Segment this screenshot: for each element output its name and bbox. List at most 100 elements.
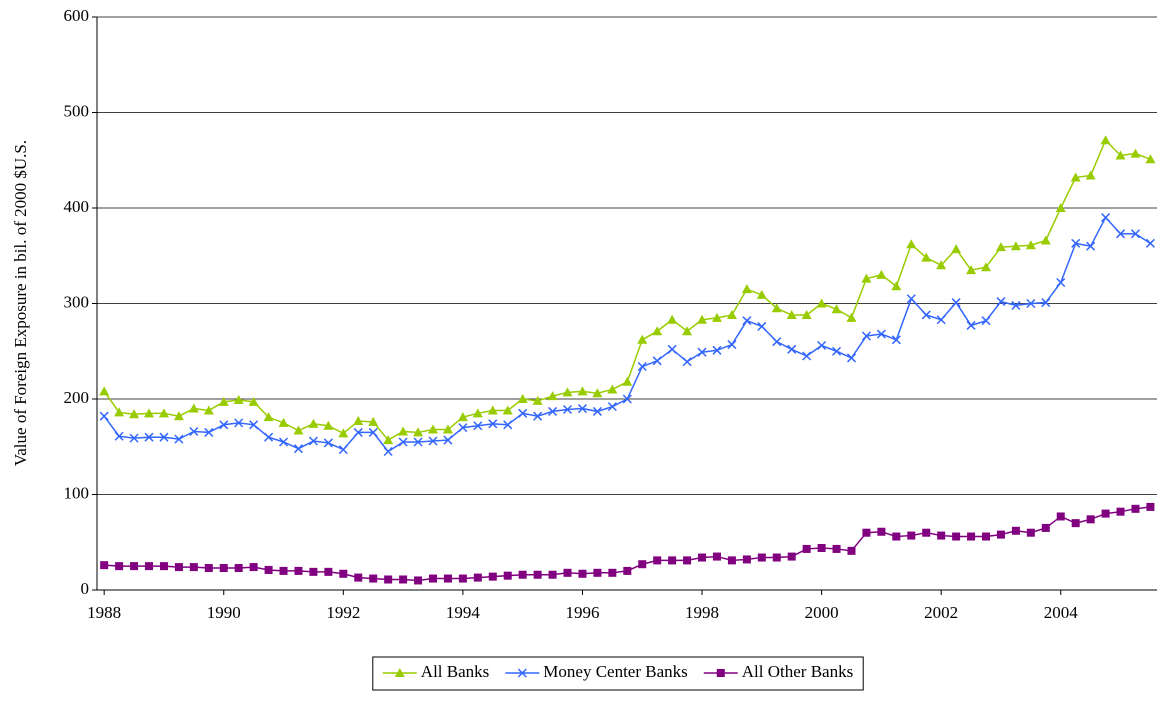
marker xyxy=(1116,507,1125,516)
marker xyxy=(398,426,409,436)
marker xyxy=(716,669,725,677)
marker xyxy=(114,407,125,417)
marker xyxy=(668,556,677,565)
marker xyxy=(891,281,902,291)
marker xyxy=(99,386,110,396)
marker xyxy=(801,309,812,319)
marker xyxy=(532,395,543,405)
marker xyxy=(188,403,199,413)
marker xyxy=(772,337,782,347)
marker xyxy=(443,435,453,445)
marker xyxy=(1041,298,1051,308)
marker xyxy=(622,394,632,404)
marker xyxy=(936,315,946,325)
marker xyxy=(1071,238,1081,248)
marker xyxy=(369,574,378,583)
marker xyxy=(1131,504,1140,513)
marker xyxy=(488,419,498,429)
x-tick-label: 1990 xyxy=(207,603,241,622)
marker xyxy=(234,564,243,573)
marker xyxy=(383,435,394,445)
marker xyxy=(921,252,932,262)
marker xyxy=(577,404,587,414)
legend-label: All Banks xyxy=(421,662,489,681)
marker xyxy=(219,564,228,573)
marker xyxy=(1130,229,1141,239)
marker xyxy=(413,437,423,447)
marker xyxy=(757,321,767,331)
x-tick-label: 1992 xyxy=(326,603,360,622)
marker xyxy=(712,345,722,355)
marker xyxy=(771,303,782,313)
marker xyxy=(548,406,558,416)
marker xyxy=(473,421,483,431)
series-line xyxy=(103,216,1151,453)
marker xyxy=(847,546,856,555)
legend-label: All Other Banks xyxy=(742,662,853,681)
marker xyxy=(711,312,722,322)
marker xyxy=(861,331,871,341)
marker xyxy=(502,405,513,415)
marker xyxy=(503,420,513,430)
marker xyxy=(982,532,991,541)
marker xyxy=(488,572,497,581)
marker xyxy=(1026,298,1036,309)
marker xyxy=(130,562,139,571)
legend: All Banks Money Center Banks All Other Ban… xyxy=(372,656,864,691)
marker xyxy=(1040,235,1051,245)
marker xyxy=(1100,135,1111,145)
marker xyxy=(592,406,602,416)
marker xyxy=(323,420,334,430)
x-tick-label: 2002 xyxy=(924,603,958,622)
marker xyxy=(443,574,452,583)
marker xyxy=(144,408,155,418)
marker xyxy=(189,426,199,437)
marker xyxy=(832,346,842,356)
marker xyxy=(622,376,633,386)
marker xyxy=(219,420,229,430)
marker xyxy=(428,574,437,583)
marker xyxy=(159,432,169,442)
marker xyxy=(995,242,1006,252)
marker xyxy=(907,531,916,540)
marker xyxy=(846,312,857,322)
marker xyxy=(159,562,168,571)
marker xyxy=(1070,172,1081,182)
marker xyxy=(592,388,603,398)
y-axis-label: Value of Foreign Exposure in bil. of 200… xyxy=(11,140,30,466)
marker xyxy=(937,531,946,540)
marker xyxy=(1101,509,1110,518)
marker xyxy=(593,568,602,577)
marker xyxy=(652,356,662,366)
marker xyxy=(1055,203,1066,212)
marker xyxy=(682,326,693,336)
marker xyxy=(981,262,992,272)
marker xyxy=(653,556,662,565)
marker xyxy=(1026,528,1035,537)
marker xyxy=(248,396,259,406)
marker xyxy=(996,530,1005,539)
marker xyxy=(533,570,542,579)
marker xyxy=(145,562,154,571)
marker xyxy=(353,415,364,425)
marker xyxy=(862,528,871,537)
marker xyxy=(293,425,304,435)
marker xyxy=(323,438,333,448)
marker xyxy=(936,260,947,270)
x-tick-label: 1994 xyxy=(446,603,481,622)
marker xyxy=(638,560,647,569)
y-tick-label: 100 xyxy=(64,483,90,502)
marker xyxy=(981,316,991,326)
x-tick-label: 1988 xyxy=(87,603,121,622)
marker xyxy=(339,569,348,578)
marker xyxy=(457,412,468,422)
marker xyxy=(368,427,378,437)
marker xyxy=(906,294,916,304)
marker xyxy=(413,427,424,437)
marker xyxy=(831,304,842,314)
marker xyxy=(204,564,213,573)
marker xyxy=(158,408,169,418)
marker xyxy=(727,556,736,565)
marker xyxy=(383,446,393,457)
